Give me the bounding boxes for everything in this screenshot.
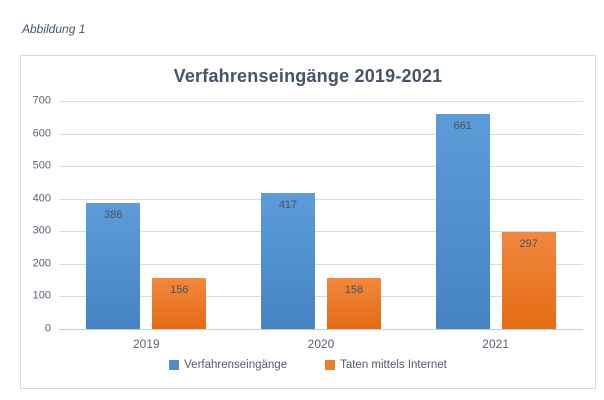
y-axis-tick-600: 600	[32, 127, 51, 140]
gridline-600	[59, 133, 583, 135]
bar-data-label: 417	[278, 199, 298, 212]
figure-caption: Abbildung 1	[22, 22, 86, 36]
bar-2020-series-0: 417	[261, 193, 315, 329]
bar-2019-series-1: 156	[152, 278, 207, 329]
bar-data-label: 158	[344, 283, 364, 296]
legend: Verfahrenseingänge Taten mittels Internet	[21, 359, 595, 371]
y-axis-tick-500: 500	[32, 159, 51, 172]
x-axis-label-2020: 2020	[307, 337, 335, 351]
y-axis-tick-300: 300	[32, 224, 51, 237]
legend-swatch-icon	[169, 360, 180, 370]
y-axis-tick-400: 400	[32, 192, 51, 205]
gridline-100	[59, 296, 583, 298]
bar-2020-series-1: 158	[327, 277, 381, 329]
gridline-300	[59, 231, 583, 233]
gridline-400	[59, 198, 583, 200]
legend-label: Taten mittels Internet	[340, 359, 447, 371]
legend-swatch-icon	[325, 360, 336, 370]
gridline-200	[59, 263, 583, 265]
legend-item-1: Taten mittels Internet	[325, 359, 447, 371]
legend-item-0: Verfahrenseingänge	[169, 359, 287, 371]
bar-data-label: 661	[453, 119, 472, 132]
bar-2021-series-1: 297	[501, 232, 556, 329]
bar-data-label: 156	[170, 284, 189, 297]
bar-2021-series-0: 661	[435, 113, 490, 329]
y-axis-tick-200: 200	[32, 257, 51, 270]
legend-label: Verfahrenseingänge	[184, 359, 288, 371]
chart-card: Verfahrenseingänge 2019-2021 0 100 200 300 4…	[20, 55, 596, 389]
y-axis-tick-100: 100	[32, 289, 51, 302]
y-axis-tick-700: 700	[32, 94, 51, 107]
gridline-0	[59, 329, 583, 330]
chart-title: Verfahrenseingänge 2019-2021	[173, 66, 443, 86]
y-axis-tick-0: 0	[44, 322, 51, 335]
x-axis-label-2019: 2019	[132, 337, 160, 351]
plot-area: 0 100 200 300 400 500 600 700 386 156 2019 417 158 20…	[33, 95, 583, 351]
bar-data-label: 386	[104, 209, 123, 222]
gridline-700	[59, 101, 583, 102]
x-axis-label-2021: 2021	[482, 337, 510, 351]
bar-data-label: 297	[519, 238, 538, 251]
gridline-500	[59, 166, 583, 168]
bar-2019-series-0: 386	[86, 203, 141, 329]
